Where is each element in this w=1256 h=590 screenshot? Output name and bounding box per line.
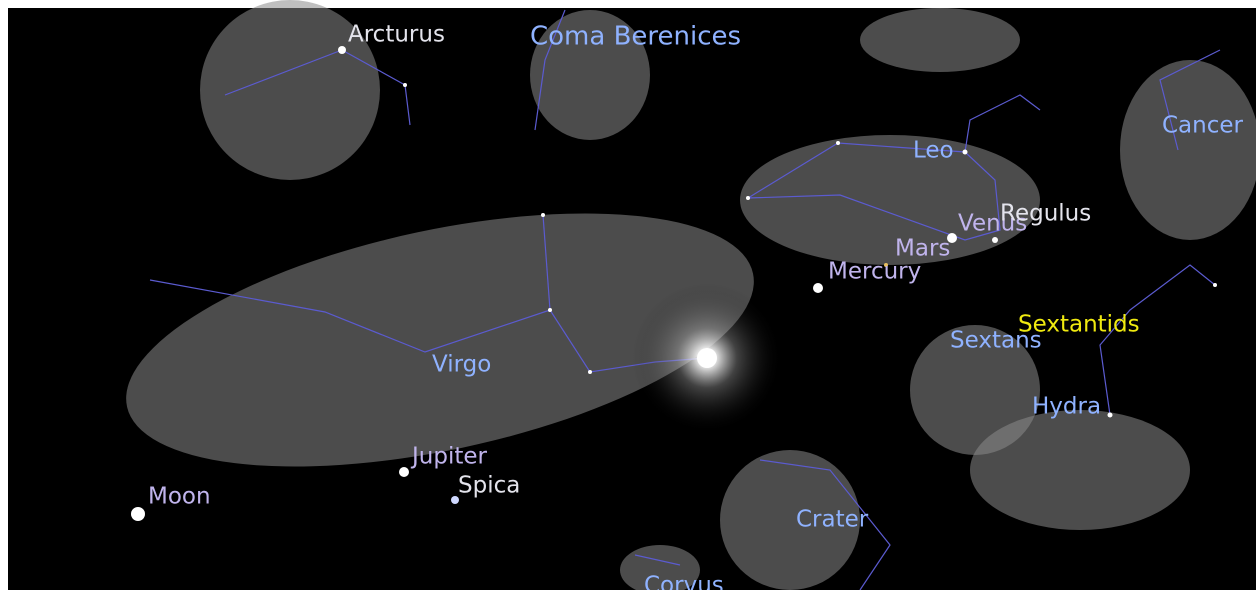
- constellation-label: Coma Berenices: [530, 22, 741, 52]
- star-dot: [541, 213, 545, 217]
- constellation-label: Leo: [913, 138, 954, 164]
- star-label: Spica: [458, 473, 520, 499]
- planet-label: Mercury: [828, 259, 921, 285]
- sky-view: Arcturus Coma Berenices Cancer Leo Venus…: [0, 0, 1256, 590]
- constellation-label: Corvus: [644, 573, 724, 590]
- constellation-label: Hydra: [1032, 394, 1101, 420]
- star-dot: [588, 370, 592, 374]
- planet-dot: [399, 467, 409, 477]
- constellation-label: Crater: [796, 507, 869, 533]
- constellation-label: Sextans: [950, 328, 1042, 354]
- star-label: Regulus: [1000, 201, 1091, 227]
- leo-art: [740, 135, 1040, 265]
- star-dot: [746, 196, 750, 200]
- constellation-label: Cancer: [1162, 113, 1244, 139]
- planet-dot: [813, 283, 823, 293]
- star-dot: [338, 46, 346, 54]
- star-dot: [992, 237, 998, 243]
- star-dot: [836, 141, 840, 145]
- planet-label: Moon: [148, 484, 211, 510]
- star-dot: [548, 308, 552, 312]
- planet-label: Jupiter: [410, 444, 488, 470]
- star-dot: [963, 150, 968, 155]
- sun: [697, 348, 717, 368]
- cancer-art: [1120, 60, 1256, 240]
- moon-dot: [131, 507, 145, 521]
- star-dot: [1108, 413, 1113, 418]
- star-dot: [403, 83, 407, 87]
- star-label: Arcturus: [348, 22, 445, 48]
- leo-minor-art: [860, 8, 1020, 72]
- constellation-label: Virgo: [432, 352, 491, 378]
- star-dot: [1213, 283, 1217, 287]
- hydra-art: [970, 410, 1190, 530]
